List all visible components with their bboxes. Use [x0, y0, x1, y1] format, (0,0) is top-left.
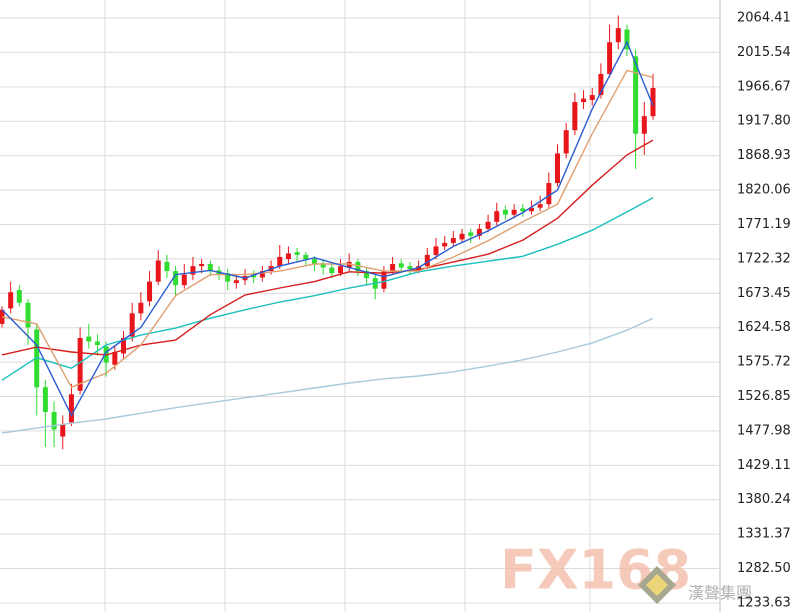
candle-body	[364, 271, 370, 279]
candle-body	[424, 254, 430, 267]
candle-body	[181, 274, 187, 286]
y-tick-label: 1820.06	[737, 183, 791, 198]
candle-body	[502, 209, 508, 215]
candle-body	[476, 228, 482, 236]
candle-body	[390, 264, 396, 272]
y-tick-label: 1575.72	[737, 355, 791, 370]
candle-body	[112, 352, 118, 365]
candle-body	[607, 42, 613, 74]
candle-body	[164, 261, 170, 272]
candle-body	[173, 271, 179, 286]
candle-body	[572, 102, 578, 131]
candle-body	[555, 153, 561, 184]
y-tick-label: 1380.24	[737, 492, 791, 507]
candle-body	[86, 336, 92, 342]
candle-body	[259, 271, 265, 278]
candle-body	[537, 204, 543, 208]
y-tick-label: 1233.63	[737, 595, 791, 610]
y-tick-label: 1331.37	[737, 527, 791, 542]
y-tick-label: 1477.98	[737, 423, 791, 438]
candle-body	[320, 263, 326, 268]
candle-body	[94, 341, 100, 346]
y-tick-label: 1917.80	[737, 114, 791, 129]
y-tick-label: 1526.85	[737, 389, 791, 404]
candle-body	[8, 292, 14, 309]
candle-body	[459, 233, 465, 240]
y-tick-label: 1673.45	[737, 286, 791, 301]
candle-body	[277, 256, 283, 267]
candle-body	[303, 254, 309, 260]
candle-body	[207, 264, 213, 271]
moving-average	[1, 197, 654, 381]
candle-body	[77, 337, 83, 391]
moving-average	[1, 139, 654, 356]
candle-body	[329, 267, 335, 274]
candle-body	[546, 183, 552, 205]
candle-body	[442, 242, 448, 247]
candle-body	[520, 208, 526, 212]
candle-body	[233, 280, 239, 284]
candle-body	[60, 423, 66, 437]
watermark-subtext: 漢聲集團	[688, 584, 752, 603]
candle-body	[615, 28, 621, 43]
candle-body	[641, 116, 647, 134]
candle-body	[68, 394, 74, 423]
candle-body	[42, 387, 48, 412]
vertical-grid	[104, 0, 721, 612]
moving-average	[1, 317, 654, 434]
candle-body	[494, 211, 500, 222]
candle-body	[190, 266, 196, 275]
y-tick-label: 1966.67	[737, 79, 791, 94]
logo-inner	[646, 574, 668, 596]
candle-body	[338, 266, 344, 274]
candle-body	[25, 302, 31, 328]
candle-body	[416, 266, 422, 271]
candle-body	[16, 290, 22, 303]
candle-body	[650, 87, 656, 117]
candle-body	[633, 56, 639, 134]
candle-body	[155, 260, 161, 282]
candle-body	[251, 274, 257, 278]
candle-body	[346, 261, 352, 268]
candle-body	[433, 246, 439, 255]
candle-body	[121, 337, 127, 354]
candle-body	[485, 221, 491, 229]
candle-body	[528, 207, 534, 212]
y-tick-label: 1771.19	[737, 217, 791, 232]
candle-body	[199, 264, 205, 267]
candle-body	[624, 29, 630, 50]
candle-body	[129, 313, 135, 337]
y-tick-label: 1282.50	[737, 561, 791, 576]
candle-body	[450, 237, 456, 243]
candle-body	[398, 263, 404, 268]
candle-body	[51, 411, 57, 430]
y-tick-label: 1429.11	[737, 458, 791, 473]
candle-body	[381, 271, 387, 289]
candle-body	[598, 73, 604, 96]
candle-body	[355, 261, 361, 272]
candle-body	[138, 302, 144, 314]
y-tick-label: 2015.54	[737, 45, 791, 60]
moving-average	[1, 69, 654, 389]
candle-body	[294, 252, 300, 255]
watermark: FX168 漢聲集團	[500, 539, 752, 604]
moving-average	[1, 40, 654, 417]
candle-body	[285, 253, 291, 260]
candle-body	[589, 95, 595, 100]
candle-body	[407, 266, 413, 269]
candle-body	[563, 130, 569, 154]
candle-body	[225, 273, 231, 282]
candle-body	[581, 98, 587, 103]
y-tick-label: 1722.32	[737, 251, 791, 266]
candle-body	[468, 232, 474, 236]
y-tick-label: 1868.93	[737, 148, 791, 163]
candle-body	[147, 281, 153, 302]
y-tick-label: 1624.58	[737, 320, 791, 335]
y-tick-label: 2064.41	[737, 10, 791, 25]
candle-body	[311, 259, 317, 265]
candle-body	[511, 209, 517, 215]
